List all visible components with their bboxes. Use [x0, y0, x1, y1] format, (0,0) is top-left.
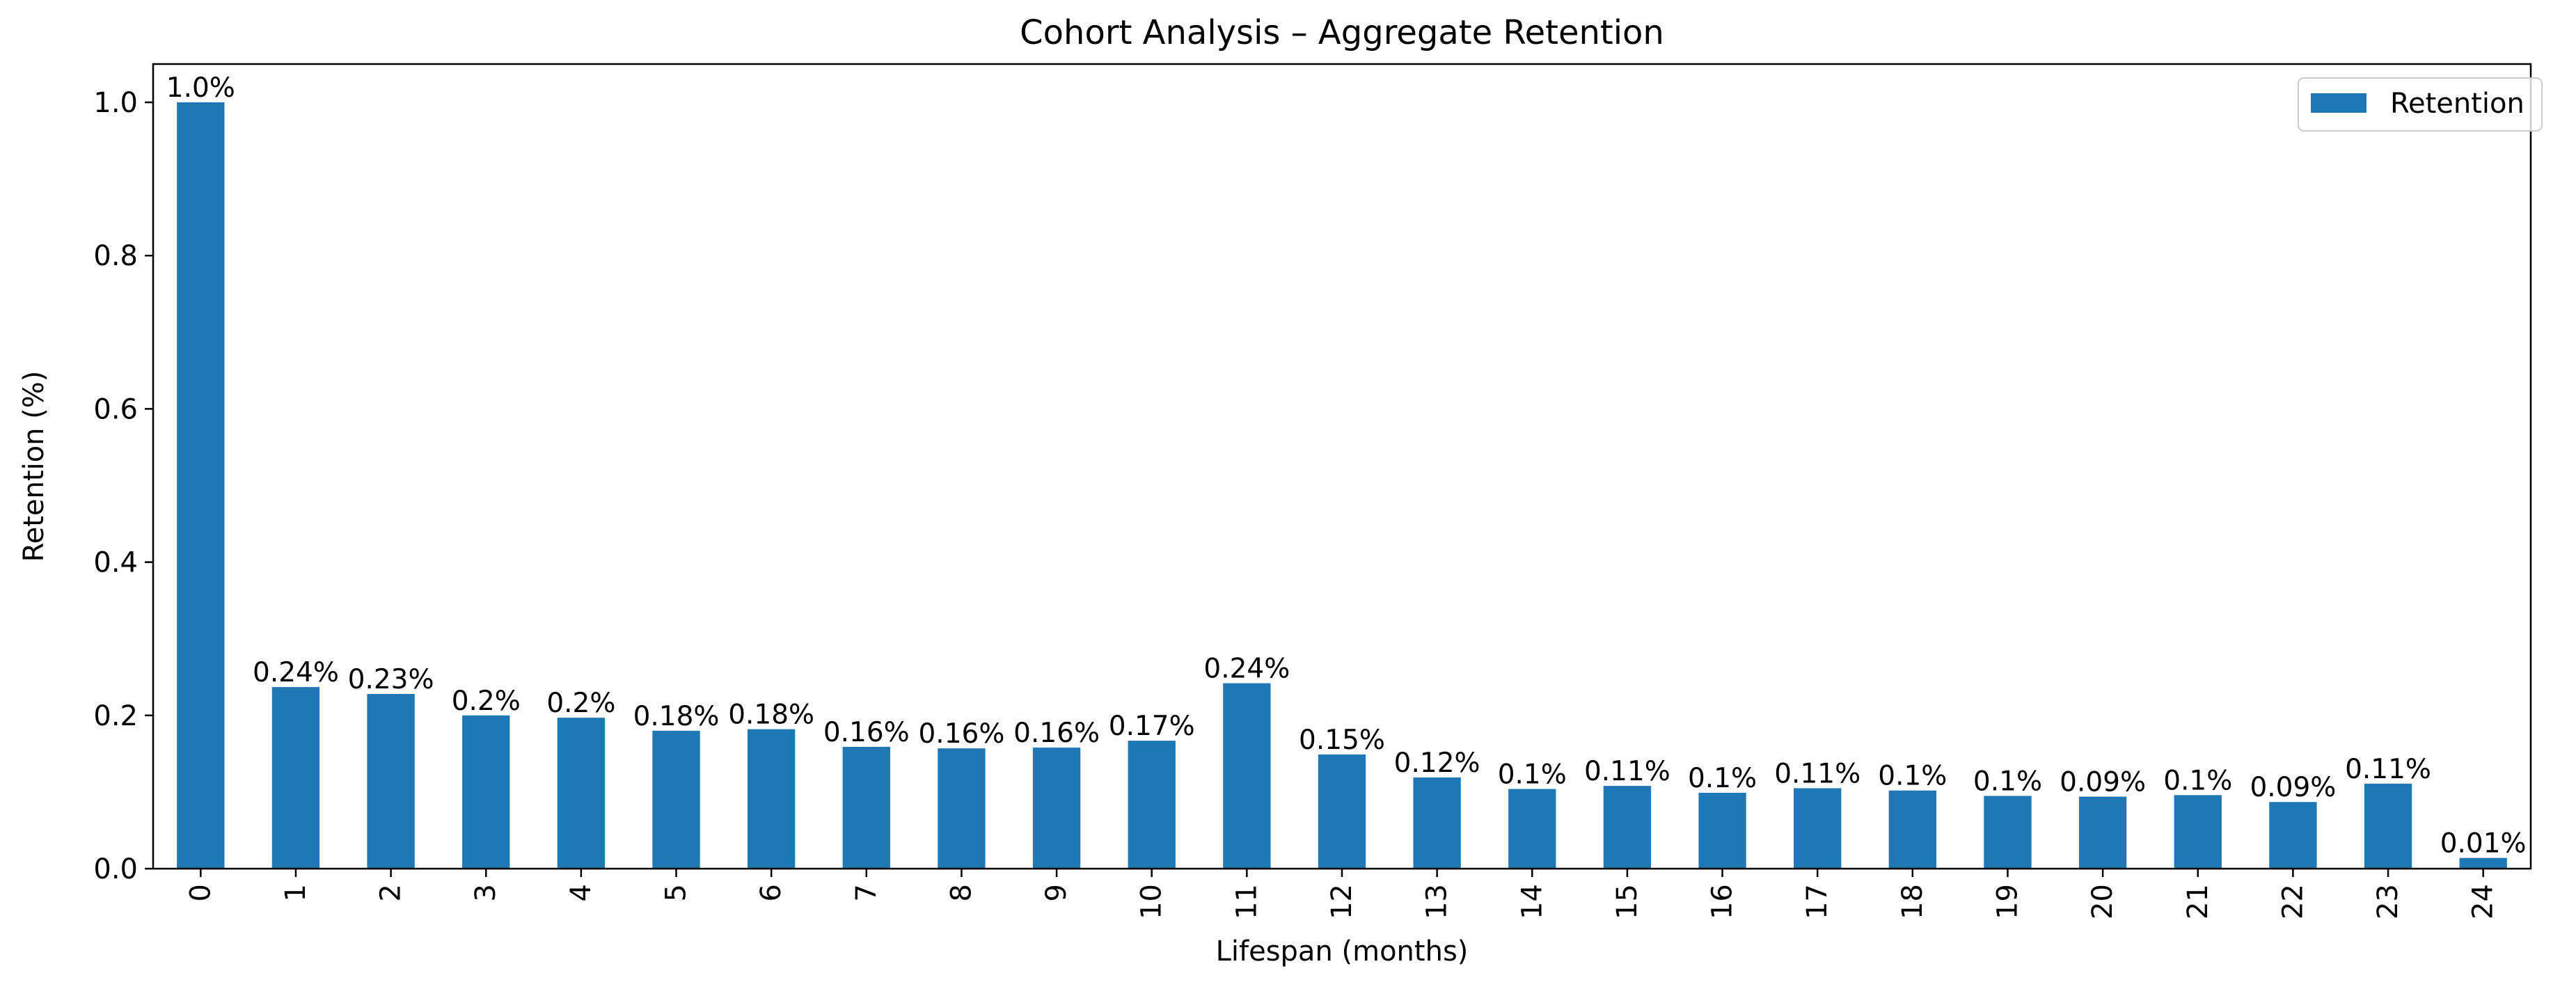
bar-label-8: 0.16% — [918, 718, 1004, 750]
legend-box — [2298, 77, 2543, 132]
x-tick-label-5: 5 — [661, 884, 693, 901]
x-tick-label-6: 6 — [755, 884, 787, 901]
x-tick-label-16: 16 — [1707, 884, 1739, 919]
x-tick-label-10: 10 — [1136, 884, 1168, 919]
bar-label-6: 0.18% — [728, 700, 814, 731]
x-tick-label-4: 4 — [565, 884, 597, 901]
bars-group — [177, 102, 2507, 869]
x-tick-label-7: 7 — [851, 884, 883, 901]
x-tick-label-20: 20 — [2087, 884, 2119, 919]
x-tick-label-12: 12 — [1326, 884, 1358, 919]
x-tick-label-17: 17 — [1801, 884, 1833, 919]
bar-13 — [1413, 777, 1461, 869]
bar-label-11: 0.24% — [1203, 654, 1290, 685]
bar-label-16: 0.1% — [1688, 763, 1757, 794]
bar-label-4: 0.2% — [546, 688, 615, 719]
y-tick-label-0.2: 0.2 — [93, 700, 138, 732]
x-tick-label-3: 3 — [470, 884, 502, 901]
bar-8 — [938, 748, 986, 869]
y-tick-label-0.0: 0.0 — [93, 853, 138, 885]
bar-label-19: 0.1% — [1973, 766, 2042, 797]
y-tick-label-0.4: 0.4 — [93, 547, 138, 579]
bar-label-20: 0.09% — [2060, 767, 2146, 798]
bar-20 — [2078, 796, 2127, 869]
bar-21 — [2174, 795, 2222, 869]
bar-label-1: 0.24% — [253, 657, 339, 688]
bar-24 — [2459, 858, 2507, 869]
bar-23 — [2364, 783, 2412, 869]
x-tick-label-22: 22 — [2277, 884, 2309, 919]
x-tick-label-18: 18 — [1897, 884, 1929, 919]
y-ticks-group: 0.0 0.2 0.4 0.6 0.8 1.0 — [93, 87, 153, 885]
x-tick-label-23: 23 — [2372, 884, 2404, 919]
legend-swatch — [2311, 93, 2366, 113]
bar-label-21: 0.1% — [2163, 765, 2232, 796]
bar-label-17: 0.11% — [1774, 758, 1860, 789]
y-tick-label-1.0: 1.0 — [93, 87, 138, 119]
x-tick-label-24: 24 — [2467, 884, 2499, 919]
x-ticks-group: 0 1 2 3 4 5 6 7 8 9 10 11 12 13 14 15 16 17 18 19 20 21 22 23 24 — [184, 869, 2499, 919]
y-tick-label-0.6: 0.6 — [93, 393, 138, 425]
y-tick-label-0.8: 0.8 — [93, 240, 138, 272]
x-tick-label-8: 8 — [945, 884, 977, 901]
x-tick-label-11: 11 — [1231, 884, 1263, 919]
bar-2 — [367, 693, 415, 869]
x-tick-label-15: 15 — [1611, 884, 1643, 919]
bar-label-23: 0.11% — [2345, 754, 2431, 785]
bar-label-15: 0.11% — [1584, 756, 1670, 787]
bar-label-18: 0.1% — [1878, 761, 1947, 792]
bar-15 — [1603, 786, 1652, 869]
bar-9 — [1032, 748, 1081, 869]
bar-labels-group: 1.0% 0.24% 0.23% 0.2% 0.2% 0.18% 0.18% 0.16% 0.1… — [166, 72, 2527, 860]
bar-label-22: 0.09% — [2250, 772, 2336, 803]
x-tick-label-14: 14 — [1516, 884, 1548, 919]
bar-4 — [557, 718, 606, 869]
bar-label-9: 0.16% — [1013, 718, 1100, 749]
bar-18 — [1888, 790, 1936, 869]
chart-title: Cohort Analysis – Aggregate Retention — [1020, 13, 1664, 52]
bar-22 — [2269, 802, 2317, 869]
legend-label: Retention — [2390, 88, 2524, 120]
bar-label-13: 0.12% — [1394, 748, 1480, 779]
bar-label-5: 0.18% — [633, 701, 720, 732]
bar-label-2: 0.23% — [348, 664, 434, 695]
x-tick-label-2: 2 — [375, 884, 407, 901]
bar-label-14: 0.1% — [1498, 759, 1567, 791]
bar-6 — [748, 729, 796, 869]
bar-7 — [842, 746, 890, 869]
bar-14 — [1508, 789, 1556, 869]
bar-17 — [1794, 788, 1842, 869]
bar-1 — [271, 687, 320, 869]
bar-0 — [177, 102, 225, 869]
plot-frame — [152, 63, 2532, 870]
bar-label-7: 0.16% — [823, 717, 910, 748]
bar-label-10: 0.17% — [1109, 711, 1195, 742]
legend: Retention — [2298, 77, 2543, 132]
bar-5 — [652, 730, 700, 869]
y-axis-label: Retention (%) — [18, 371, 50, 562]
x-tick-label-1: 1 — [280, 884, 312, 901]
bar-label-0: 1.0% — [166, 72, 235, 104]
x-axis-label: Lifespan (months) — [1216, 935, 1469, 968]
x-tick-label-9: 9 — [1041, 884, 1073, 901]
x-tick-label-13: 13 — [1421, 884, 1453, 919]
bar-label-12: 0.15% — [1299, 725, 1385, 756]
x-tick-label-0: 0 — [184, 884, 216, 901]
bar-12 — [1318, 754, 1366, 869]
bar-label-24: 0.01% — [2440, 828, 2527, 860]
bar-11 — [1223, 683, 1271, 869]
bar-16 — [1698, 793, 1746, 869]
x-tick-label-21: 21 — [2182, 884, 2214, 919]
bar-10 — [1128, 741, 1176, 869]
bar-19 — [1984, 796, 2032, 869]
bar-label-3: 0.2% — [452, 686, 521, 717]
bar-3 — [462, 715, 510, 869]
x-tick-label-19: 19 — [1991, 884, 2023, 919]
